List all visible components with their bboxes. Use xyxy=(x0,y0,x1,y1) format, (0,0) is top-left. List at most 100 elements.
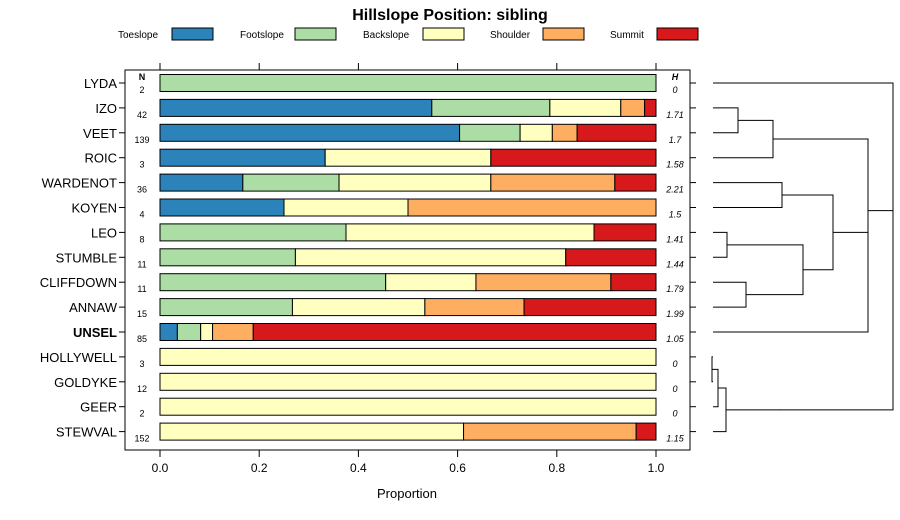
row-h-value: 2.21 xyxy=(665,185,684,195)
legend-label-toeslope: Toeslope xyxy=(118,30,158,41)
bar-segment-footslope xyxy=(159,298,293,317)
row-annaw: ANNAW 15 1.99 xyxy=(69,298,696,319)
row-label: WARDENOT xyxy=(42,176,117,191)
row-label: GEER xyxy=(80,400,117,415)
bar-segment-backslope xyxy=(159,422,465,441)
bar-segment-summit xyxy=(635,422,657,441)
row-h-value: 1.71 xyxy=(666,110,684,120)
row-n-value: 2 xyxy=(139,409,144,419)
legend-label-shoulder: Shoulder xyxy=(490,30,531,41)
row-h-value: 1.99 xyxy=(666,309,684,319)
row-hollywell: HOLLYWELL 3 0 xyxy=(40,347,696,369)
x-axis-title: Proportion xyxy=(377,486,437,501)
row-h-value: 0 xyxy=(672,384,677,394)
bar-segment-toeslope xyxy=(159,173,244,192)
bar-segment-footslope xyxy=(242,173,340,192)
bar-segment-shoulder xyxy=(620,98,646,117)
bar-segment-footslope xyxy=(159,74,657,92)
bar-segment-backslope xyxy=(291,298,426,317)
row-unsel: UNSEL 85 1.05 xyxy=(73,323,696,344)
dendrogram-branch xyxy=(713,231,728,258)
x-tick-label: 0.2 xyxy=(251,461,268,475)
row-h-value: 0 xyxy=(672,359,677,369)
bar-segment-footslope xyxy=(159,223,347,242)
legend-swatch-backslope xyxy=(422,27,465,41)
x-tick-label: 0.4 xyxy=(350,461,367,475)
bar-segment-backslope xyxy=(159,397,657,416)
bar-segment-backslope xyxy=(283,198,409,217)
bar-segment-backslope xyxy=(345,223,595,242)
bar-segment-toeslope xyxy=(159,323,178,341)
row-n-value: 4 xyxy=(139,210,144,220)
bar-segment-backslope xyxy=(338,173,492,192)
bar-segment-summit xyxy=(565,248,657,267)
legend-label-footslope: Footslope xyxy=(240,30,284,41)
dendrogram-branch xyxy=(780,146,894,411)
plot-frame xyxy=(124,69,691,451)
legend-label-summit: Summit xyxy=(610,30,644,41)
bar-segment-footslope xyxy=(431,98,551,117)
row-label: IZO xyxy=(95,101,117,116)
row-n-value: 11 xyxy=(137,259,146,269)
h-header: H xyxy=(672,72,679,82)
row-cliffdown: CLIFFDOWN 11 1.79 xyxy=(40,273,696,294)
row-stewval: STEWVAL 152 1.15 xyxy=(56,422,696,444)
row-h-value: 1.44 xyxy=(666,259,684,269)
dendrogram-branch xyxy=(713,82,894,212)
row-n-value: 85 xyxy=(137,334,147,344)
row-h-value: 1.58 xyxy=(666,160,684,170)
bar-segment-summit xyxy=(610,273,657,292)
row-label: HOLLYWELL xyxy=(40,350,117,365)
bar-segment-shoulder xyxy=(551,123,578,142)
row-label: LYDA xyxy=(84,76,117,91)
bar-segment-summit xyxy=(576,123,657,142)
row-leo: LEO 8 1.41 xyxy=(91,223,696,244)
bar-segment-footslope xyxy=(176,323,202,341)
row-n-value: 2 xyxy=(139,85,144,95)
dendrogram-branch xyxy=(712,368,719,408)
dendrogram xyxy=(711,82,894,433)
row-lyda: LYDA 2 0 xyxy=(84,74,696,95)
row-roic: ROIC 3 1.58 xyxy=(85,148,696,170)
n-header: N xyxy=(139,72,146,82)
bar-segment-footslope xyxy=(459,123,521,142)
legend: Toeslope Footslope Backslope Shoulder Summit xyxy=(118,27,699,41)
bar-segment-toeslope xyxy=(159,198,285,217)
dendrogram-branch xyxy=(713,281,747,308)
row-label: UNSEL xyxy=(73,325,117,340)
dendrogram-branch xyxy=(713,107,739,134)
bar-segment-backslope xyxy=(294,248,567,267)
row-n-value: 139 xyxy=(134,135,149,145)
bar-segment-summit xyxy=(252,323,657,341)
legend-swatch-footslope xyxy=(294,27,337,41)
bar-segment-toeslope xyxy=(159,98,433,117)
bar-segment-shoulder xyxy=(463,422,637,441)
row-label: CLIFFDOWN xyxy=(40,275,117,290)
bar-segment-summit xyxy=(644,98,657,117)
row-n-value: 3 xyxy=(139,359,144,369)
row-label: STEWVAL xyxy=(56,425,117,440)
legend-label-backslope: Backslope xyxy=(363,30,410,41)
bar-segment-shoulder xyxy=(490,173,616,192)
row-veet: VEET 139 1.7 xyxy=(83,123,696,145)
bar-segment-shoulder xyxy=(424,298,525,317)
dendrogram-branch xyxy=(773,138,869,283)
row-geer: GEER 2 0 xyxy=(80,397,696,419)
bar-segment-backslope xyxy=(549,98,622,117)
row-n-value: 36 xyxy=(137,185,147,195)
bar-segment-backslope xyxy=(200,323,214,341)
row-n-value: 11 xyxy=(137,284,146,294)
row-koyen: KOYEN 4 1.5 xyxy=(71,198,696,220)
row-h-value: 0 xyxy=(672,409,677,419)
row-n-value: 152 xyxy=(134,434,149,444)
row-izo: IZO 42 1.71 xyxy=(95,98,696,120)
row-label: KOYEN xyxy=(71,201,117,216)
legend-swatch-summit xyxy=(656,27,699,41)
x-tick-label: 1.0 xyxy=(648,461,665,475)
x-tick-label: 0.6 xyxy=(449,461,466,475)
bar-segment-backslope xyxy=(159,372,657,391)
row-wardenot: WARDENOT 36 2.21 xyxy=(42,173,696,195)
bar-segment-toeslope xyxy=(159,123,461,142)
bar-segment-footslope xyxy=(159,273,387,292)
